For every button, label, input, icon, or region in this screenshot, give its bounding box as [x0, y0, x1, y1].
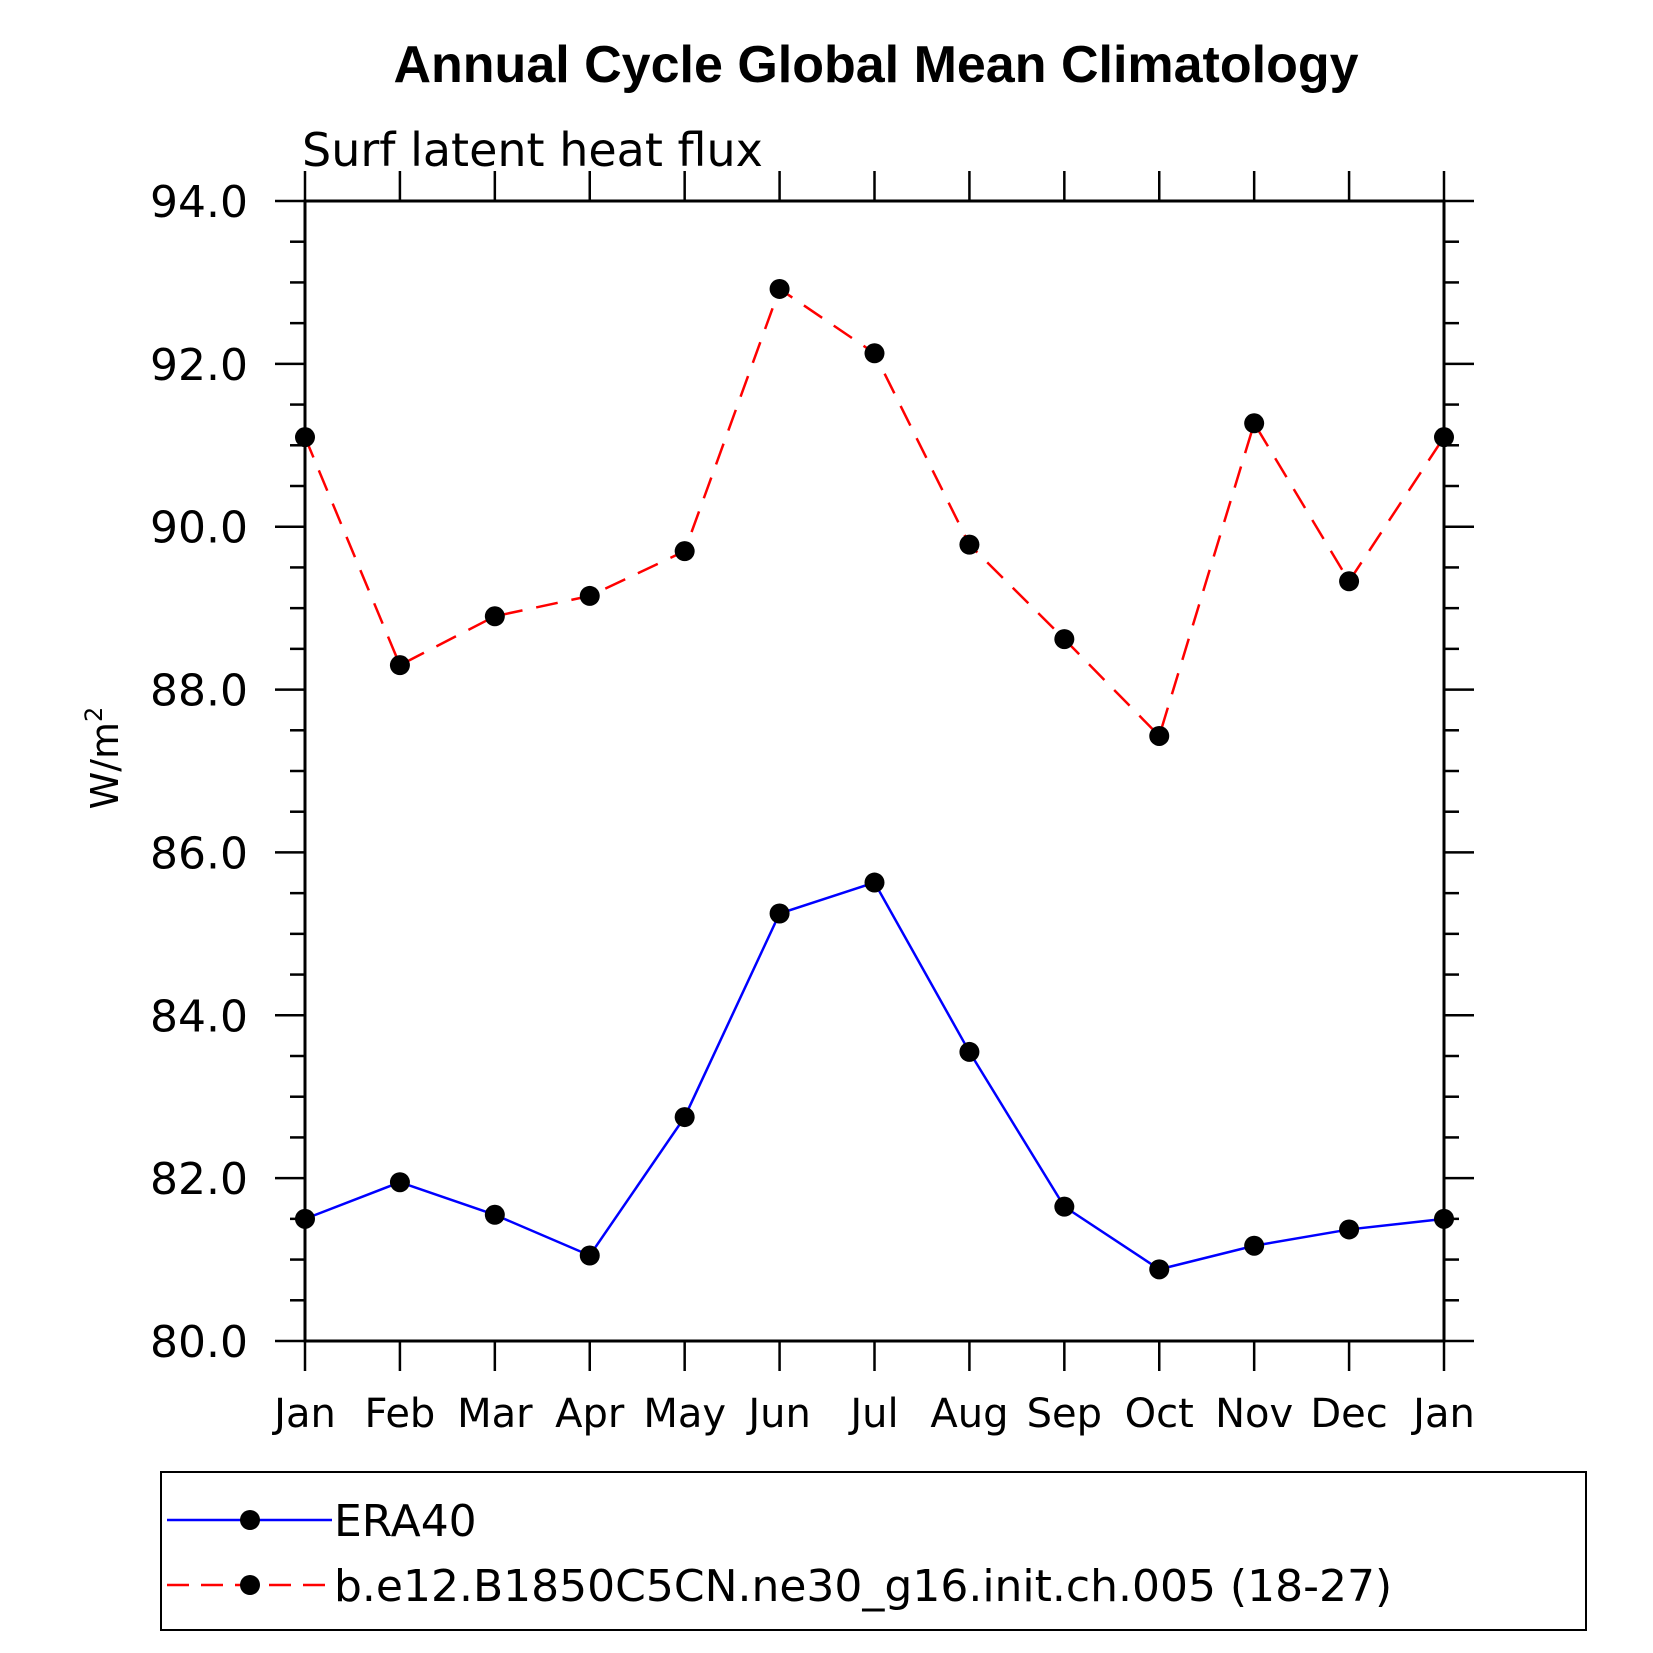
- data-point: [769, 903, 790, 924]
- data-point: [1339, 571, 1360, 592]
- x-tick-label: Jul: [847, 1391, 898, 1437]
- series-line: [304, 881, 1445, 1271]
- x-tick-label: Oct: [1125, 1391, 1194, 1437]
- series-2: [295, 278, 1454, 746]
- data-point: [389, 655, 410, 676]
- x-tick-label: Aug: [930, 1391, 1008, 1437]
- data-point: [1339, 1219, 1360, 1240]
- y-tick-label: 94.0: [150, 177, 248, 228]
- data-point: [674, 1107, 695, 1128]
- data-point: [1434, 1208, 1454, 1229]
- data-point: [864, 343, 885, 364]
- y-tick-label: 82.0: [150, 1154, 248, 1205]
- x-tick-label: Mar: [457, 1391, 533, 1437]
- chart-subtitle: Surf latent heat flux: [302, 123, 763, 177]
- x-tick-label: Jun: [745, 1391, 811, 1437]
- y-tick-label: 88.0: [150, 666, 248, 717]
- data-point: [389, 1172, 410, 1193]
- x-tick-label: Jan: [1410, 1391, 1475, 1437]
- x-tick-label: Jan: [271, 1391, 336, 1437]
- x-tick-label: Sep: [1027, 1391, 1102, 1437]
- data-point: [484, 1204, 505, 1225]
- data-point: [295, 1208, 315, 1229]
- x-tick-label: Nov: [1215, 1391, 1293, 1437]
- chart-title: Annual Cycle Global Mean Climatology: [393, 36, 1358, 94]
- legend: ERA40 b.e12.B1850C5CN.ne30_g16.init.ch.00…: [160, 1471, 1587, 1631]
- svg-text:W/m2: W/m2: [80, 707, 127, 810]
- x-tick-label: Dec: [1310, 1391, 1387, 1437]
- legend-label-1: ERA40: [334, 1496, 477, 1547]
- axes: 80.0 82.0 84.0 86.0 88.0 90.0 92.0 94.0 Jan Feb Ma…: [150, 171, 1475, 1437]
- data-point: [959, 534, 980, 555]
- data-point: [1149, 1259, 1170, 1280]
- y-axis-label-text: W/m: [83, 722, 127, 809]
- data-point: [484, 606, 505, 627]
- plot-frame: [303, 199, 1446, 1343]
- data-point: [864, 872, 885, 893]
- x-tick-label: Feb: [365, 1391, 436, 1437]
- y-tick-label: 90.0: [150, 503, 248, 554]
- data-point: [1054, 1196, 1075, 1217]
- data-point: [769, 278, 790, 299]
- series-1: [295, 872, 1454, 1280]
- y-axis-label: W/m2: [80, 707, 127, 810]
- data-point: [1244, 1235, 1265, 1256]
- data-point: [579, 1245, 600, 1266]
- plot-series: [295, 278, 1454, 1280]
- y-tick-label: 80.0: [150, 1317, 248, 1368]
- y-tick-label: 84.0: [150, 991, 248, 1042]
- y-tick-label: 86.0: [150, 828, 248, 879]
- data-point: [1434, 427, 1454, 448]
- legend-box: [160, 1471, 1587, 1631]
- y-axis-label-superscript: 2: [80, 707, 108, 722]
- data-point: [674, 541, 695, 562]
- y-tick-label: 92.0: [150, 340, 248, 391]
- legend-marker-2: [240, 1575, 260, 1595]
- data-point: [579, 585, 600, 606]
- data-point: [295, 427, 315, 448]
- data-point: [1054, 629, 1075, 650]
- data-point: [959, 1041, 980, 1062]
- data-point: [1149, 725, 1170, 746]
- legend-marker-1: [240, 1510, 260, 1530]
- data-point: [1244, 413, 1265, 434]
- x-tick-label: Apr: [555, 1391, 625, 1437]
- legend-label-2: b.e12.B1850C5CN.ne30_g16.init.ch.005 (18…: [334, 1561, 1392, 1612]
- x-tick-label: May: [643, 1391, 726, 1437]
